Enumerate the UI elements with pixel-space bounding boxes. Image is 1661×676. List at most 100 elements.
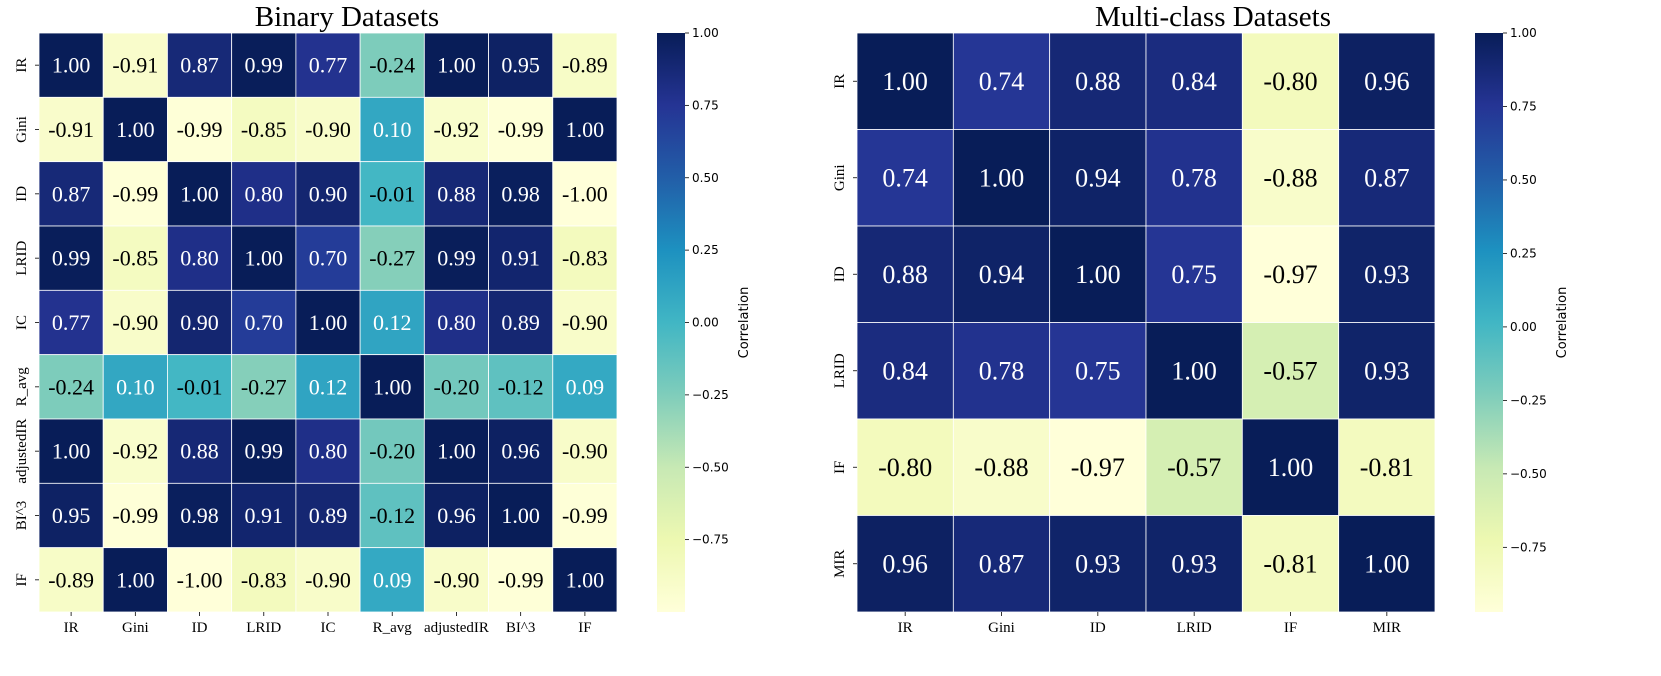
cell-value-label: 1.00	[52, 53, 91, 78]
x-tick-label: MIR	[1373, 620, 1401, 636]
cell-value-label: 0.70	[245, 310, 284, 335]
heatmap-cell	[102, 354, 168, 420]
cell-value-label: 0.99	[245, 439, 284, 464]
cell-value-label: -0.90	[305, 117, 351, 142]
x-tick-label: IR	[64, 620, 79, 636]
heatmap-cell	[552, 289, 618, 356]
cell-value-label: 0.91	[245, 503, 284, 528]
colorbar	[1475, 33, 1503, 612]
heatmap-cell	[952, 129, 1051, 227]
chart-title: Binary Datasets	[255, 1, 439, 33]
x-tick-label: LRID	[246, 620, 281, 636]
heatmap-cell	[952, 418, 1051, 516]
cell-value-label: -0.81	[1360, 453, 1414, 482]
y-tick-label: Gini	[832, 164, 848, 191]
cell-value-label: -0.97	[1263, 260, 1317, 289]
cell-value-label: 0.95	[52, 503, 91, 528]
heatmap-cell	[102, 418, 168, 484]
cell-value-label: 0.95	[501, 53, 540, 78]
heatmap-cell	[1241, 129, 1340, 227]
heatmap-cell	[359, 482, 425, 549]
cell-value-label: 0.90	[180, 310, 219, 335]
colorbar-tick-label: 0.25	[692, 243, 719, 257]
cell-value-label: 0.80	[437, 310, 476, 335]
cell-value-label: 0.96	[882, 549, 928, 578]
cell-value-label: 1.00	[116, 567, 155, 592]
cell-value-label: 0.96	[501, 439, 540, 464]
colorbar-label: Correlation	[1555, 287, 1570, 359]
cell-value-label: 0.99	[437, 246, 476, 271]
heatmap-cell	[952, 32, 1051, 130]
cell-value-label: 0.12	[309, 374, 348, 399]
y-tick-label: BI^3	[14, 501, 30, 531]
heatmap-cell	[423, 96, 489, 163]
heatmap-cell	[359, 547, 425, 613]
cell-value-label: 0.89	[309, 503, 348, 528]
heatmap-cell	[1049, 322, 1147, 420]
heatmap-cell	[552, 96, 618, 163]
heatmap-cell	[231, 482, 297, 549]
cell-value-label: 1.00	[979, 163, 1025, 192]
cell-value-label: 1.00	[566, 567, 605, 592]
x-tick-label: BI^3	[506, 620, 536, 636]
heatmap-cell	[231, 96, 297, 163]
cell-value-label: -0.83	[241, 567, 287, 592]
y-tick-label: adjustedIR	[14, 419, 30, 484]
heatmap-cell	[231, 354, 297, 420]
cell-value-label: -0.90	[562, 310, 608, 335]
cell-value-label: 0.94	[1075, 163, 1121, 192]
heatmap-cell	[295, 96, 361, 163]
cell-value-label: -0.24	[369, 53, 415, 78]
heatmap-cell	[295, 354, 361, 420]
cell-value-label: 1.00	[52, 439, 91, 464]
cell-value-label: -0.99	[112, 503, 158, 528]
cell-value-label: 0.80	[245, 181, 284, 206]
cell-value-label: 0.80	[180, 246, 219, 271]
cell-value-label: 0.87	[52, 181, 91, 206]
y-tick-label: Gini	[14, 116, 30, 143]
heatmap-cell	[1145, 225, 1243, 323]
cell-value-label: 0.12	[373, 310, 412, 335]
colorbar-tick-label: 0.50	[1510, 173, 1537, 187]
colorbar	[657, 33, 685, 612]
cell-value-label: 0.87	[1364, 163, 1410, 192]
heatmap-cell	[1241, 515, 1340, 613]
y-tick-label: IF	[14, 573, 30, 586]
heatmap-cell	[38, 96, 104, 163]
heatmap-cell	[856, 32, 954, 130]
cell-value-label: 0.88	[437, 181, 476, 206]
heatmap-cell	[423, 547, 489, 613]
cell-value-label: -0.88	[974, 453, 1028, 482]
y-tick-label: ID	[832, 266, 848, 282]
heatmap-cell	[952, 322, 1051, 420]
heatmap-cell	[1145, 515, 1243, 613]
cell-value-label: -0.83	[562, 246, 608, 271]
cell-value-label: 1.00	[1075, 260, 1121, 289]
cell-value-label: -0.57	[1263, 356, 1317, 385]
cell-value-label: 0.90	[309, 181, 348, 206]
heatmap-cell	[423, 161, 489, 227]
cell-value-label: 1.00	[437, 53, 476, 78]
cell-value-label: 1.00	[116, 117, 155, 142]
cell-value-label: -1.00	[177, 567, 223, 592]
colorbar-label: Correlation	[737, 287, 752, 359]
x-tick-label: IR	[898, 620, 913, 636]
x-tick-label: Gini	[988, 620, 1015, 636]
cell-value-label: 0.98	[180, 503, 219, 528]
heatmap-cell	[231, 289, 297, 356]
colorbar-tick-label: −0.75	[1510, 540, 1547, 554]
heatmap-cell	[295, 482, 361, 549]
colorbar-tick-label: 0.00	[692, 316, 719, 330]
cell-value-label: 0.88	[882, 260, 928, 289]
heatmap-cell	[38, 547, 104, 613]
heatmap-cell	[552, 547, 618, 613]
cell-value-label: 1.00	[180, 181, 219, 206]
cell-value-label: -0.57	[1167, 453, 1221, 482]
heatmap-cell	[167, 482, 233, 549]
cell-value-label: -0.89	[562, 53, 608, 78]
cell-value-label: -0.20	[434, 374, 480, 399]
y-tick-label: IR	[14, 58, 30, 73]
heatmap-cell	[359, 289, 425, 356]
cell-value-label: -0.85	[241, 117, 287, 142]
heatmap-cell	[856, 418, 954, 516]
